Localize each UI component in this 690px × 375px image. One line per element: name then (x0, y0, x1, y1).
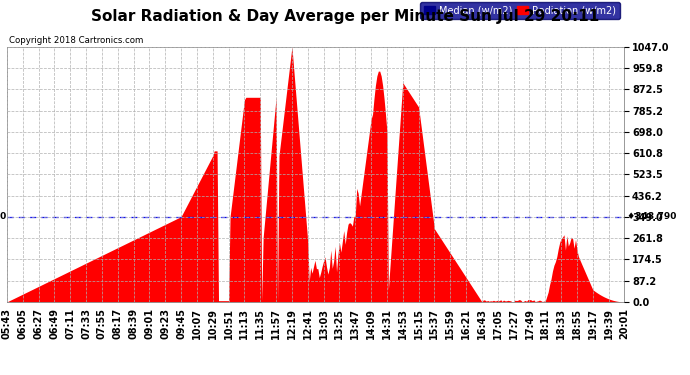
Text: Solar Radiation & Day Average per Minute Sun Jul 29 20:11: Solar Radiation & Day Average per Minute… (91, 9, 599, 24)
Text: ♦348.790: ♦348.790 (624, 212, 677, 221)
Text: ♦348.790: ♦348.790 (0, 212, 7, 221)
Legend: Median (w/m2), Radiation (w/m2): Median (w/m2), Radiation (w/m2) (420, 2, 620, 19)
Text: Copyright 2018 Cartronics.com: Copyright 2018 Cartronics.com (9, 36, 144, 45)
